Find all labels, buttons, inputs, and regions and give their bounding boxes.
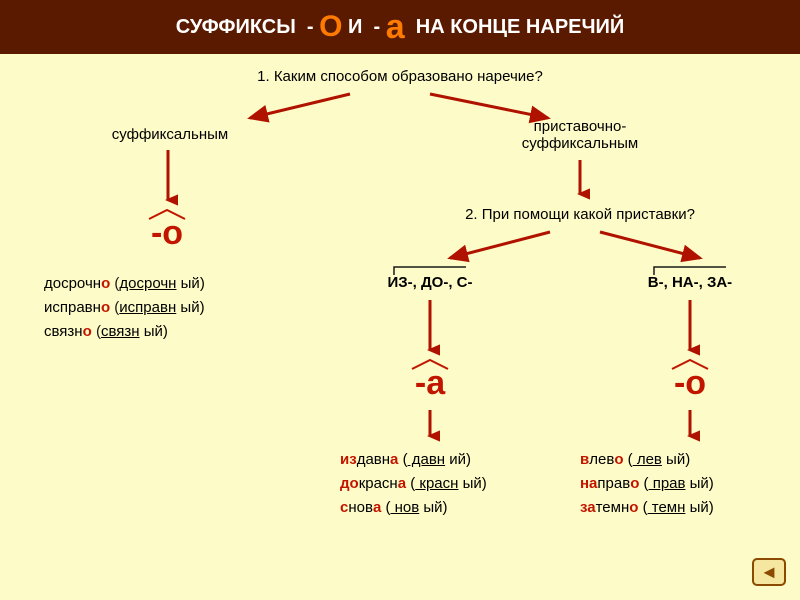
method-suffixal: суффиксальным [60,126,280,143]
header-text-3: НА КОНЦЕ НАРЕЧИЙ [405,16,625,39]
examples-suffixal: досрочно (досрочн ый)исправно (исправн ы… [44,272,205,344]
header-suffix-o: О [319,10,342,44]
example-row: затемно ( темн ый) [580,496,714,520]
example-row: досрочно (досрочн ый) [44,272,205,296]
question-1: 1. Каким способом образовано наречие? [0,68,800,85]
header-text-2: И - [342,16,385,39]
arrow-method-left-down [158,148,178,208]
prefixes-iz-do-s: ИЗ-, ДО-, С- [370,264,490,291]
arrow-prefix-right-down [680,298,700,358]
page-root: СУФФИКСЫ - О И - а НА КОНЦЕ НАРЕЧИЙ 1. К… [0,0,800,600]
arrow-prefix-left-down [420,298,440,358]
arrow-q2-right [590,228,710,264]
nav-back-button[interactable]: ◄ [752,558,786,586]
example-row: связно (связн ый) [44,320,205,344]
example-row: исправно (исправн ый) [44,296,205,320]
diagram-body: 1. Каким способом образовано наречие? су… [0,54,800,600]
arrow-q1-left [240,90,360,124]
prefix-right-text: В-, НА-, ЗА- [648,274,732,291]
examples-v-na-za: влево ( лев ый)направо ( прав ый)затемно… [580,448,714,520]
suffix-o-text: -о [151,214,183,253]
example-row: снова ( нов ый) [340,496,487,520]
arrow-q2-left [440,228,560,264]
suffix-o-right: -о [670,358,710,403]
suffix-a-text: -а [415,364,445,403]
example-row: направо ( прав ый) [580,472,714,496]
suffix-o-main: -о [147,208,187,253]
prefix-left-text: ИЗ-, ДО-, С- [387,274,472,291]
arrow-method-right-down [570,158,590,202]
header-text-1: СУФФИКСЫ - [176,16,319,39]
suffix-o-right-text: -о [674,364,706,403]
example-row: издавна ( давн ий) [340,448,487,472]
caret-left-icon: ◄ [760,562,778,583]
question-2: 2. При помощи какой приставки? [400,206,760,223]
arrow-suffix-a-down [420,408,440,444]
example-row: влево ( лев ый) [580,448,714,472]
examples-iz-do-s: издавна ( давн ий)докрасна ( красн ый)сн… [340,448,487,520]
page-header: СУФФИКСЫ - О И - а НА КОНЦЕ НАРЕЧИЙ [0,0,800,54]
prefixes-v-na-za: В-, НА-, ЗА- [630,264,750,291]
arrow-suffix-o-right-down [680,408,700,444]
suffix-a: -а [410,358,450,403]
example-row: докрасна ( красн ый) [340,472,487,496]
header-suffix-a: а [386,8,405,47]
method-prefix-suffixal: приставочно- суффиксальным [470,118,690,152]
